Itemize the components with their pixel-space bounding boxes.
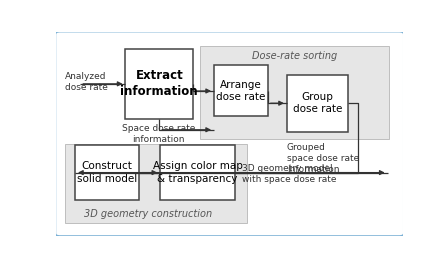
Text: Dose-rate sorting: Dose-rate sorting	[252, 51, 337, 61]
Text: Extract
information: Extract information	[121, 69, 198, 98]
Text: Grouped
space dose rate
information: Grouped space dose rate information	[287, 143, 359, 174]
Text: Arrange
dose rate: Arrange dose rate	[216, 80, 266, 102]
FancyBboxPatch shape	[160, 145, 235, 200]
FancyBboxPatch shape	[125, 49, 193, 118]
Text: 3D geometry construction: 3D geometry construction	[84, 209, 212, 219]
FancyBboxPatch shape	[200, 46, 389, 139]
FancyBboxPatch shape	[55, 31, 404, 236]
Text: Space dose rate
information: Space dose rate information	[122, 124, 195, 144]
Text: Analyzed
dose rate: Analyzed dose rate	[65, 72, 108, 92]
Text: Assign color map
& transparency: Assign color map & transparency	[153, 161, 242, 184]
FancyBboxPatch shape	[214, 65, 268, 117]
FancyBboxPatch shape	[65, 144, 247, 223]
Text: Construct
solid model: Construct solid model	[77, 161, 138, 184]
Text: 3D geometry model
with space dose rate: 3D geometry model with space dose rate	[242, 164, 336, 184]
FancyBboxPatch shape	[287, 75, 348, 132]
FancyBboxPatch shape	[75, 145, 139, 200]
Text: Group
dose rate: Group dose rate	[293, 92, 342, 114]
